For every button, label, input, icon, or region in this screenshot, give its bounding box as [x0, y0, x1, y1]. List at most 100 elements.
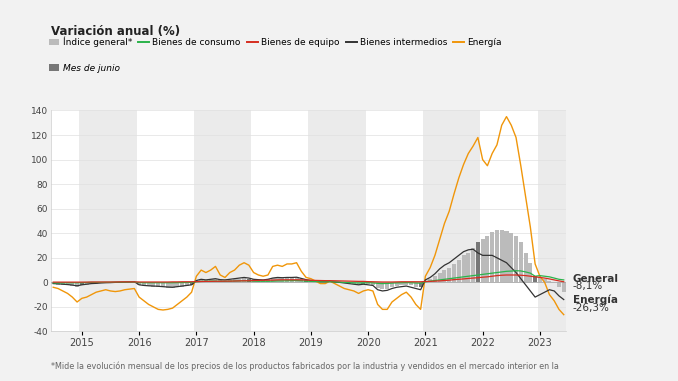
Text: *Mide la evolución mensual de los precios de los productos fabricados por la ind: *Mide la evolución mensual de los precio… — [51, 362, 559, 371]
Bar — [423, 110, 480, 331]
Bar — [80, 282, 84, 285]
Text: Energía: Energía — [573, 294, 618, 305]
Bar — [423, 280, 427, 282]
Bar — [452, 264, 456, 282]
Bar — [99, 282, 103, 283]
Bar — [309, 280, 313, 282]
Bar — [223, 280, 227, 282]
Bar — [218, 280, 222, 282]
Bar — [271, 278, 275, 282]
Bar — [156, 282, 160, 287]
Bar — [194, 110, 252, 331]
Bar — [561, 282, 565, 292]
Bar — [366, 282, 370, 284]
Bar — [504, 231, 508, 282]
Bar — [66, 282, 70, 285]
Bar — [390, 282, 394, 287]
Bar — [170, 282, 174, 288]
Bar — [462, 255, 466, 282]
Bar — [538, 277, 542, 282]
Bar — [357, 282, 361, 285]
Bar — [418, 282, 422, 287]
Bar — [457, 260, 461, 282]
Text: -26,3%: -26,3% — [573, 303, 610, 313]
Bar — [328, 281, 332, 282]
Bar — [75, 282, 79, 287]
Bar — [71, 282, 75, 286]
Bar — [233, 279, 237, 282]
Bar — [52, 282, 56, 284]
Bar — [175, 282, 179, 287]
Bar — [495, 230, 499, 282]
Bar — [471, 248, 475, 282]
Bar — [61, 282, 65, 285]
Bar — [261, 280, 265, 282]
Bar — [438, 272, 442, 282]
Bar — [399, 282, 403, 285]
Bar — [361, 282, 365, 284]
Bar — [85, 282, 89, 285]
Bar — [547, 280, 551, 282]
Bar — [500, 230, 504, 282]
Bar — [314, 281, 318, 282]
Bar — [352, 282, 356, 284]
Bar — [557, 282, 561, 287]
Bar — [79, 110, 137, 331]
Bar — [108, 282, 113, 283]
Bar — [476, 242, 480, 282]
Bar — [538, 110, 566, 331]
Bar — [299, 279, 303, 282]
Bar — [151, 282, 155, 287]
Bar — [414, 282, 418, 287]
Bar — [214, 279, 218, 282]
Text: Variación anual (%): Variación anual (%) — [51, 25, 180, 38]
Bar — [294, 277, 298, 282]
Bar — [285, 278, 289, 282]
Bar — [185, 282, 189, 286]
Bar — [385, 282, 389, 288]
Bar — [533, 276, 537, 282]
Bar — [180, 282, 184, 287]
Bar — [209, 279, 213, 282]
Bar — [308, 110, 365, 331]
Bar — [433, 276, 437, 282]
Bar — [376, 282, 380, 288]
Text: General: General — [573, 274, 619, 284]
Bar — [380, 282, 384, 289]
Bar — [395, 282, 399, 286]
Bar — [94, 282, 98, 283]
Bar — [466, 253, 471, 282]
Bar — [199, 279, 203, 282]
Legend: Índice general*, Bienes de consumo, Bienes de equipo, Bienes intermedios, Energí: Índice general*, Bienes de consumo, Bien… — [49, 37, 502, 47]
Bar — [137, 282, 141, 285]
Bar — [409, 282, 413, 285]
Bar — [481, 239, 485, 282]
Bar — [371, 282, 375, 285]
Bar — [342, 282, 346, 283]
Bar — [146, 282, 151, 286]
Bar — [104, 282, 108, 283]
Bar — [290, 278, 294, 282]
Bar — [237, 279, 241, 282]
Bar — [304, 280, 308, 282]
Bar — [280, 278, 284, 282]
Bar — [266, 279, 270, 282]
Bar — [347, 282, 351, 283]
Bar — [228, 280, 232, 282]
Bar — [528, 263, 532, 282]
Bar — [247, 279, 251, 282]
Bar — [509, 233, 513, 282]
Bar — [165, 282, 170, 288]
Bar — [443, 270, 447, 282]
Bar — [485, 236, 490, 282]
Bar — [161, 282, 165, 287]
Legend: Mes de junio: Mes de junio — [49, 64, 119, 72]
Bar — [256, 280, 260, 282]
Bar — [490, 232, 494, 282]
Bar — [523, 253, 527, 282]
Bar — [142, 282, 146, 286]
Text: -8,1%: -8,1% — [573, 281, 603, 291]
Bar — [56, 282, 60, 285]
Bar — [195, 280, 199, 282]
Bar — [89, 282, 94, 284]
